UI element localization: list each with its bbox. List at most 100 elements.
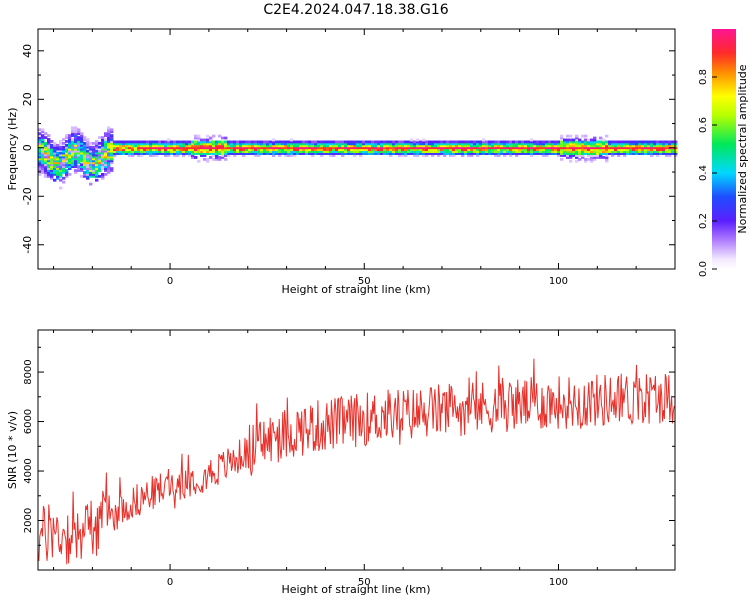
heatmap-cell [218, 148, 222, 152]
heatmap-cell [524, 148, 528, 152]
heatmap-cell [587, 138, 591, 142]
heatmap-cell [647, 148, 651, 152]
heatmap-cell [428, 146, 432, 150]
heatmap-cell [230, 144, 234, 148]
heatmap-cell [131, 144, 135, 148]
heatmap-cell [137, 150, 141, 154]
heatmap-cell [617, 146, 621, 150]
heatmap-cell [461, 144, 465, 148]
heatmap-cell [107, 153, 111, 157]
heatmap-cell [71, 134, 75, 138]
heatmap-cell [362, 150, 366, 154]
heatmap-cell [665, 142, 669, 146]
heatmap-cell [95, 159, 99, 163]
heatmap-cell [146, 142, 150, 146]
heatmap-cell [86, 163, 90, 167]
heatmap-cell [86, 159, 90, 163]
heatmap-cell [62, 151, 66, 155]
heatmap-cell [407, 150, 411, 154]
heatmap-cell [596, 152, 600, 155]
heatmap-cell [230, 142, 234, 146]
heatmap-cell [56, 145, 60, 149]
heatmap-cell [386, 150, 390, 154]
heatmap-cell [503, 152, 507, 155]
heatmap-cell [536, 150, 540, 154]
heatmap-cell [587, 152, 591, 155]
heatmap-cell [185, 152, 189, 155]
heatmap-cell [338, 140, 342, 144]
heatmap-cell [140, 140, 144, 144]
heatmap-cell [299, 146, 303, 150]
heatmap-cell [203, 152, 207, 155]
heatmap-cell [308, 144, 312, 148]
heatmap-cell [71, 140, 75, 143]
heatmap-cell [557, 152, 561, 155]
heatmap-cell [47, 151, 51, 155]
heatmap-cell [419, 142, 423, 146]
heatmap-cell [410, 144, 414, 148]
heatmap-cell [164, 150, 168, 154]
heatmap-cell [389, 148, 393, 152]
heatmap-cell [92, 153, 96, 157]
heatmap-cell [566, 134, 570, 138]
heatmap-cell [371, 144, 375, 148]
heatmap-cell [509, 150, 513, 154]
heatmap-cell [335, 150, 339, 154]
heatmap-cell [95, 167, 99, 170]
heatmap-cell [320, 142, 324, 146]
heatmap-cell [152, 148, 156, 152]
heatmap-cell [74, 165, 78, 169]
heatmap-cell [386, 140, 390, 144]
heatmap-cell [179, 148, 183, 152]
heatmap-cell [569, 156, 573, 159]
heatmap-cell [467, 154, 471, 157]
heatmap-cell [401, 154, 405, 157]
heatmap-cell [47, 153, 51, 157]
heatmap-cell [569, 154, 573, 157]
heatmap-cell [362, 148, 366, 152]
heatmap-cell [56, 163, 60, 167]
heatmap-cell [83, 163, 87, 167]
heatmap-cell [611, 140, 615, 144]
heatmap-cell [56, 159, 60, 163]
heatmap-cell [278, 142, 282, 146]
heatmap-cell [254, 144, 258, 148]
heatmap-cell [602, 138, 606, 142]
heatmap-cell [353, 150, 357, 154]
heatmap-cell [164, 144, 168, 148]
heatmap-cell [656, 148, 660, 152]
heatmap-cell [323, 140, 327, 144]
heatmap-cell [671, 140, 675, 144]
heatmap-cell [653, 144, 657, 148]
heatmap-cell [548, 150, 552, 154]
heatmap-cell [410, 140, 414, 144]
heatmap-cell [203, 148, 207, 152]
heatmap-cell [92, 149, 96, 153]
heatmap-cell [605, 148, 609, 152]
heatmap-cell [59, 178, 63, 182]
heatmap-cell [191, 140, 195, 144]
heatmap-cell [116, 152, 120, 155]
heatmap-cell [671, 150, 675, 154]
heatmap-cell [629, 152, 633, 155]
heatmap-cell [65, 149, 69, 153]
heatmap-cell [332, 148, 336, 152]
heatmap-cell [446, 142, 450, 146]
heatmap-cell [74, 159, 78, 163]
heatmap-cell [674, 152, 678, 155]
heatmap-cell [512, 152, 516, 155]
heatmap-cell [74, 163, 78, 167]
heatmap-cell [248, 146, 252, 150]
heatmap-cell [563, 152, 567, 155]
heatmap-cell [77, 165, 81, 169]
heatmap-cell [110, 141, 114, 145]
heatmap-cell [185, 144, 189, 148]
heatmap-cell [530, 152, 534, 155]
heatmap-cell [572, 148, 576, 152]
heatmap-cell [92, 145, 96, 149]
heatmap-cell [203, 138, 207, 142]
heatmap-cell [584, 142, 588, 146]
heatmap-cell [80, 159, 84, 163]
heatmap-cell [425, 150, 429, 154]
